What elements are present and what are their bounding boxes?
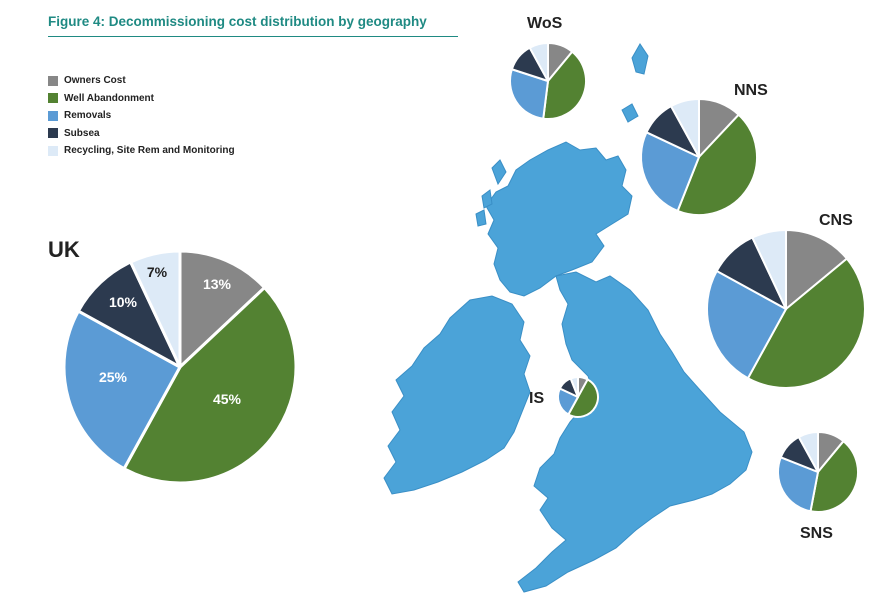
- legend-item-owners-cost: Owners Cost: [48, 72, 235, 90]
- legend-swatch: [48, 145, 58, 156]
- pie-slice-sns-well-abandonment: [809, 440, 859, 513]
- legend-swatch: [48, 93, 58, 104]
- legend-item-well-abandonment: Well Abandonment: [48, 90, 235, 108]
- legend-swatch: [48, 128, 58, 139]
- legend-label: Subsea: [64, 127, 100, 139]
- pie-slice-uk-recycling: [129, 249, 182, 369]
- pie-slice-cns-owners-cost: [785, 229, 848, 310]
- pie-title-sns: SNS: [800, 525, 833, 542]
- pie-title-wos: WoS: [527, 15, 563, 32]
- pie-title-cns: CNS: [819, 212, 853, 229]
- map-islands: [475, 43, 649, 227]
- legend-item-subsea: Subsea: [48, 125, 235, 143]
- legend-label: Recycling, Site Rem and Monitoring: [64, 145, 235, 157]
- pie-data-label: 25%: [99, 369, 128, 385]
- legend-item-recycling: Recycling, Site Rem and Monitoring: [48, 142, 235, 160]
- figure-title: Figure 4: Decommissioning cost distribut…: [48, 14, 427, 29]
- legend-swatch: [48, 110, 58, 121]
- pie-data-label: 10%: [109, 294, 138, 310]
- pie-slice-wos-recycling: [528, 42, 549, 82]
- pie-slice-nns-recycling: [670, 98, 700, 158]
- legend-label: Removals: [64, 110, 112, 122]
- pie-slice-uk-removals: [62, 309, 182, 471]
- legend: Owners Cost Well Abandonment Removals Su…: [48, 72, 235, 160]
- pie-slice-is-recycling: [569, 376, 579, 398]
- legend-item-removals: Removals: [48, 107, 235, 125]
- pie-data-label: 45%: [213, 391, 242, 407]
- pie-data-label: 7%: [147, 264, 168, 280]
- pie-slice-cns-well-abandonment: [746, 257, 866, 389]
- pie-title-nns: NNS: [734, 82, 768, 99]
- pie-data-label: 13%: [203, 276, 232, 292]
- pie-charts: [62, 42, 866, 513]
- map-ireland: [383, 295, 531, 495]
- pie-slice-wos-removals: [509, 68, 549, 120]
- pie-slice-is-well-abandonment: [567, 378, 599, 418]
- pie-slice-uk-owners-cost: [178, 249, 267, 369]
- pie-slice-sns-recycling: [797, 431, 819, 473]
- pie-slice-nns-removals: [640, 131, 700, 212]
- pie-slice-cns-recycling: [751, 229, 787, 310]
- pie-slice-uk-well-abandonment: [122, 286, 298, 485]
- pie-slice-cns-removals: [706, 269, 787, 380]
- legend-swatch: [48, 75, 58, 86]
- pie-slice-nns-well-abandonment: [676, 113, 758, 216]
- title-rule: [48, 36, 458, 37]
- pie-slice-sns-removals: [777, 456, 819, 513]
- pie-slice-wos-well-abandonment: [542, 50, 587, 120]
- map-scotland: [485, 141, 633, 297]
- legend-label: Well Abandonment: [64, 92, 154, 104]
- pie-title-uk: UK: [48, 237, 80, 262]
- pie-title-is: IS: [529, 390, 544, 407]
- legend-label: Owners Cost: [64, 75, 126, 87]
